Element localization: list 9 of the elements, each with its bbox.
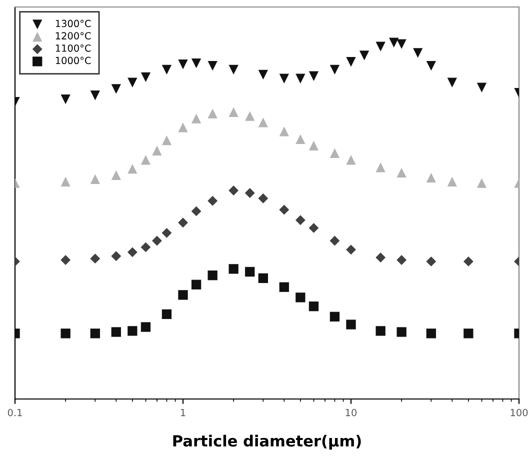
x-tick-label: 0.1 — [8, 408, 22, 416]
x-tick-label: 10 — [346, 408, 357, 416]
legend-label: 1300°C — [56, 20, 91, 28]
x-axis-title: Particle diameter(µm) — [173, 434, 361, 450]
x-tick-label: 1 — [180, 409, 186, 416]
legend-label: 1200°C — [56, 32, 91, 40]
legend-label: 1100°C — [56, 44, 91, 52]
legend-label: 1000°C — [56, 56, 91, 64]
x-tick-label: 100 — [510, 408, 528, 416]
